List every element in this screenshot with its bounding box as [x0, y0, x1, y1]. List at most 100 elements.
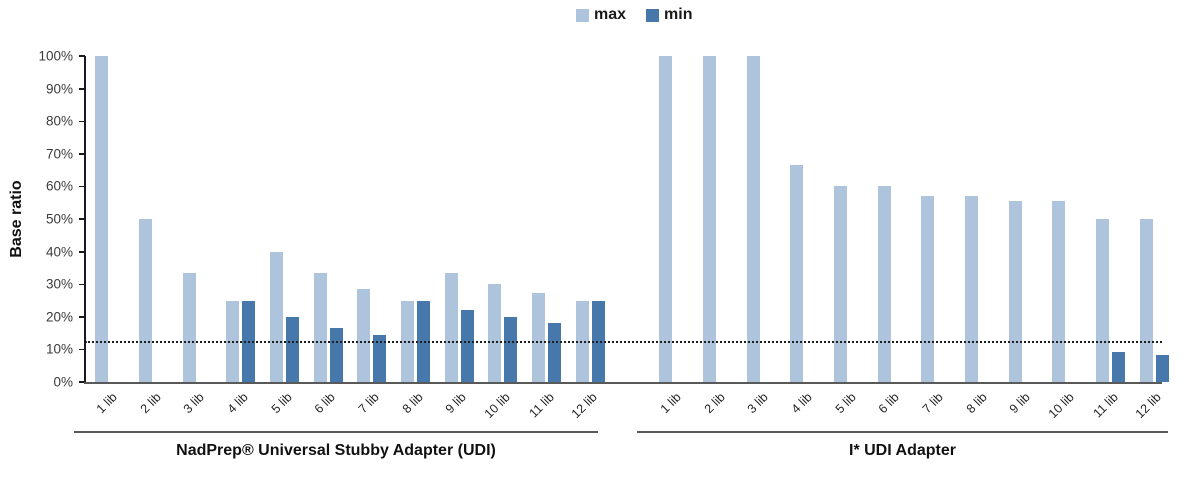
x-label-cell: 5 lib [827, 382, 871, 428]
x-label-cell: 1 lib [652, 382, 696, 428]
y-tick-label: 70% [45, 146, 73, 162]
max-bar [659, 56, 673, 382]
x-label-cell: 6 lib [870, 382, 914, 428]
max-bar [1052, 200, 1066, 382]
category-1-lib [652, 56, 696, 382]
y-tick-mark [79, 218, 85, 220]
x-label-cell: 6 lib [306, 382, 350, 428]
category-12-lib [568, 56, 612, 382]
x-tick-label: 9 lib [1006, 390, 1034, 417]
max-bar [182, 273, 196, 382]
max-bar [877, 186, 891, 382]
max-bar [270, 251, 284, 382]
y-tick-mark [79, 55, 85, 57]
category-3-lib [175, 56, 219, 382]
max-bar [1139, 219, 1153, 382]
x-tick-label: 6 lib [875, 390, 903, 417]
plot-area: 1 lib 2 lib 3 lib 4 lib 5 lib 6 lib 7 lib 8 lib… [38, 49, 1170, 421]
min-bar [286, 316, 300, 382]
y-tick-label: 80% [45, 113, 73, 129]
y-tick-mark [79, 88, 85, 90]
max-bar [488, 284, 502, 382]
x-tick-label: 7 lib [355, 390, 382, 417]
max-bar [1008, 200, 1022, 382]
x-tick-label: 2 lib [137, 390, 164, 417]
x-label-cell: 7 lib [914, 382, 958, 428]
y-tick-mark [79, 251, 85, 253]
max-bar [139, 219, 152, 382]
x-label-cell: 1 lib [88, 382, 132, 428]
threshold-dotted-line [85, 340, 1162, 343]
max-bar [313, 273, 327, 382]
x-tick-label: 5 lib [832, 390, 859, 417]
y-tick-mark [79, 153, 85, 155]
x-tick-label: 1 lib [93, 390, 120, 417]
x-tick-label: 12 lib [569, 390, 601, 422]
x-label-cell: 9 lib [437, 382, 481, 428]
x-label-cell: 8 lib [958, 382, 1002, 428]
x-tick-label: 8 lib [963, 390, 990, 417]
x-label-cell: 10 lib [481, 382, 525, 428]
category-10-lib [1045, 56, 1089, 382]
x-tick-label: 11 lib [526, 390, 557, 421]
y-axis-title: Base ratio [8, 180, 25, 258]
x-tick-label: 11 lib [1090, 390, 1121, 421]
max-bar [532, 293, 546, 382]
x-label-cell: 2 lib [696, 382, 740, 428]
legend-min-label: min [664, 6, 693, 23]
min-bar [1112, 352, 1126, 382]
x-tick-label: 10 lib [481, 390, 513, 422]
min-bar [1155, 354, 1169, 382]
legend: max min [576, 6, 692, 24]
x-label-cell: 10 lib [1045, 382, 1089, 428]
y-tick-mark [79, 381, 85, 383]
max-bar [834, 186, 848, 382]
category-3-lib [739, 56, 783, 382]
x-tick-label: 3 lib [744, 390, 772, 417]
x-tick-label: 6 lib [311, 390, 339, 417]
category-9-lib [437, 56, 481, 382]
y-tick-mark [79, 185, 85, 188]
y-tick-label: 20% [45, 309, 73, 325]
category-8-lib [958, 56, 1002, 382]
x-tick-label: 9 lib [442, 390, 470, 417]
max-bar [746, 56, 760, 382]
x-label-cell: 11 lib [525, 382, 569, 428]
max-bar [444, 273, 458, 382]
x-tick-label: 10 lib [1045, 390, 1077, 422]
min-bar [460, 309, 474, 382]
x-tick-label: 7 lib [919, 390, 946, 417]
y-tick-label: 40% [45, 244, 73, 260]
y-tick-label: 90% [45, 81, 73, 97]
y-tick-mark [79, 283, 85, 286]
y-tick-label: 100% [38, 48, 73, 64]
max-bar [1096, 219, 1110, 382]
max-bar [790, 164, 804, 382]
x-tick-label: 5 lib [268, 390, 295, 417]
legend-item-min: min [646, 6, 692, 24]
x-label-cell: 12 lib [568, 382, 612, 428]
min-bar [373, 335, 387, 382]
y-tick-label: 30% [45, 276, 73, 292]
y-tick-mark [79, 120, 85, 123]
max-bar [965, 195, 979, 382]
category-2-lib [132, 56, 176, 382]
category-6-lib [306, 56, 350, 382]
x-tick-label: 4 lib [788, 390, 815, 417]
x-label-cell: 4 lib [783, 382, 827, 428]
category-11-lib [525, 56, 569, 382]
x-label-cell: 3 lib [739, 382, 783, 428]
category-4-lib [783, 56, 827, 382]
category-4-lib [219, 56, 263, 382]
x-label-cell: 3 lib [175, 382, 219, 428]
max-bar [357, 288, 371, 382]
x-tick-label: 12 lib [1133, 390, 1165, 422]
x-label-cell: 9 lib [1001, 382, 1045, 428]
legend-max-label: max [594, 6, 627, 23]
max-bar [703, 56, 716, 382]
y-tick-mark [79, 316, 85, 318]
category-6-lib [870, 56, 914, 382]
y-tick-mark [79, 348, 85, 351]
legend-item-max: max [576, 6, 626, 24]
category-1-lib [88, 56, 132, 382]
